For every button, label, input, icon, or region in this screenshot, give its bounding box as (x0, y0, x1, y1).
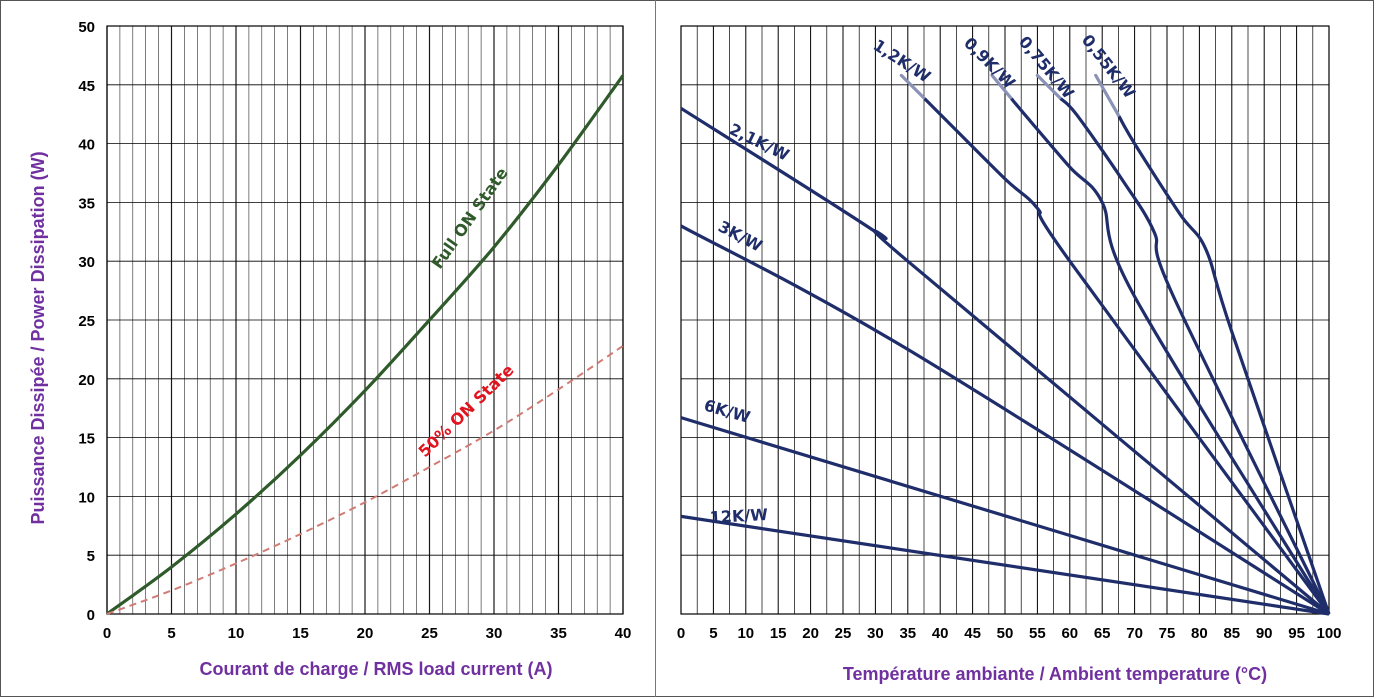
x-tick-label: 65 (1094, 625, 1111, 642)
y-tick-label: 10 (78, 489, 95, 506)
x-tick-label: 80 (1191, 625, 1208, 642)
x-tick-label: 70 (1126, 625, 1143, 642)
series-line-fade (990, 73, 1014, 101)
x-tick-label: 30 (867, 625, 884, 642)
series-line-full-on (106, 74, 625, 616)
y-tick-label: 35 (78, 195, 95, 212)
x-tick-label: 5 (709, 625, 717, 642)
y-tick-label: 45 (78, 78, 95, 95)
x-tick-label: 95 (1288, 625, 1305, 642)
x-tick-label: 35 (899, 625, 916, 642)
x-tick-label: 55 (1029, 625, 1046, 642)
y-tick-label: 50 (78, 19, 95, 36)
x-tick-label: 0 (677, 625, 685, 642)
left-plot-border (106, 25, 624, 615)
series-line-fade (899, 73, 927, 101)
y-tick-label: 30 (78, 254, 95, 271)
x-tick-label: 40 (615, 625, 632, 642)
series-line-derating (680, 416, 1330, 616)
x-tick-label: 25 (421, 625, 438, 642)
series-line-derating (680, 106, 1331, 616)
series-label-12kw-1: 1,2K/W (870, 35, 935, 86)
right-plot-border (680, 25, 1330, 615)
series-line-derating (1010, 97, 1331, 615)
y-tick-label: 25 (78, 313, 95, 330)
x-tick-label: 45 (964, 625, 981, 642)
left-y-axis-label: Puissance Dissipée / Power Dissipation (… (28, 151, 48, 524)
series-label-3kw: 3K/W (715, 217, 766, 256)
series-line-fade (1035, 73, 1063, 101)
series-label-075kw: 0,75K/W (1015, 32, 1078, 102)
x-tick-label: 50 (997, 625, 1014, 642)
series-line-fade (1094, 73, 1121, 118)
x-tick-label: 0 (103, 625, 111, 642)
series-line-derating (923, 97, 1331, 615)
y-tick-label: 15 (78, 431, 95, 448)
x-tick-label: 60 (1061, 625, 1078, 642)
right-plot-ticks: 0 5 10 15 20 25 30 35 40 45 50 55 60 65 70 75 80 85 90 95 10… (677, 625, 1342, 642)
left-plot-ticks: 0 5 10 15 20 25 30 35 40 0 5 10 15 20 25 30 35 40 45 50 (78, 19, 631, 642)
left-plot-series (106, 74, 625, 616)
x-tick-label: 25 (835, 625, 852, 642)
series-line-derating (680, 224, 1330, 616)
x-tick-label: 75 (1159, 625, 1176, 642)
x-tick-label: 15 (770, 625, 787, 642)
x-tick-label: 10 (737, 625, 754, 642)
x-tick-label: 35 (550, 625, 567, 642)
x-tick-label: 5 (167, 625, 175, 642)
x-tick-label: 15 (292, 625, 309, 642)
left-plot-grid (106, 25, 624, 615)
x-tick-label: 10 (228, 625, 245, 642)
panel-divider (655, 0, 656, 697)
series-label-full-on: Full ON State (428, 164, 512, 273)
y-tick-label: 20 (78, 372, 95, 389)
x-tick-label: 40 (932, 625, 949, 642)
y-tick-label: 0 (87, 607, 95, 624)
series-line-half-on (106, 345, 624, 615)
y-tick-label: 5 (87, 548, 95, 565)
right-plot-grid (680, 25, 1330, 615)
x-tick-label: 90 (1256, 625, 1273, 642)
series-label-6kw: 6K/W (702, 396, 753, 427)
x-tick-label: 100 (1316, 625, 1341, 642)
x-tick-label: 85 (1223, 625, 1240, 642)
series-line-derating (1059, 97, 1331, 615)
x-tick-label: 20 (357, 625, 374, 642)
y-tick-label: 40 (78, 137, 95, 154)
left-x-axis-label: Courant de charge / RMS load current (A) (199, 659, 552, 679)
series-label-055kw: 0,55K/W (1078, 31, 1140, 102)
series-label-12kw: 12K/W (709, 505, 768, 527)
series-label-09kw: 0,9K/W (960, 33, 1019, 92)
x-tick-label: 20 (802, 625, 819, 642)
right-x-axis-label: Température ambiante / Ambient temperatu… (843, 664, 1267, 684)
series-line-derating (1117, 115, 1331, 615)
x-tick-label: 30 (486, 625, 503, 642)
right-plot-series (680, 73, 1331, 616)
series-line-derating (680, 514, 1330, 616)
